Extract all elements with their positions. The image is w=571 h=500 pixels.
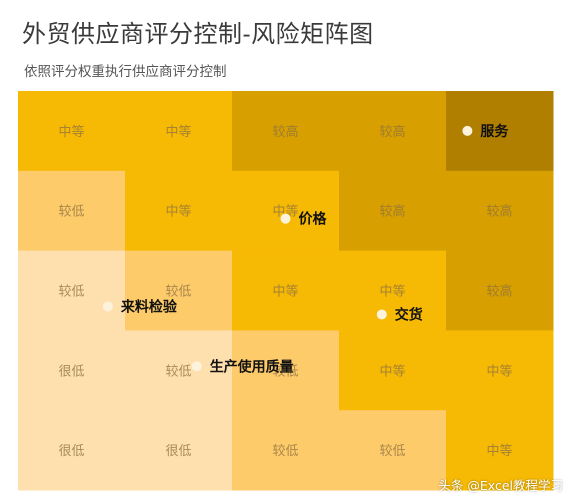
matrix-cell <box>18 410 126 491</box>
matrix-cell <box>125 250 233 331</box>
chart-title: 外贸供应商评分控制-风险矩阵图 <box>22 20 374 48</box>
matrix-cell-label: 较高 <box>379 204 405 220</box>
matrix-cell-label: 中等 <box>272 204 298 220</box>
matrix-cell-label: 较低 <box>58 285 84 300</box>
matrix-cell-label: 较高 <box>379 124 405 140</box>
data-point <box>280 213 291 224</box>
matrix-cell-label: 中等 <box>272 284 298 300</box>
data-point <box>191 361 202 372</box>
matrix-cell-label: 较高 <box>272 124 298 140</box>
matrix-cell-label: 很低 <box>165 444 191 459</box>
matrix-cell <box>232 250 340 331</box>
matrix-cell-label: 中等 <box>486 363 512 379</box>
data-point <box>462 125 473 136</box>
matrix-cell <box>446 170 554 252</box>
matrix-cell <box>232 410 340 491</box>
data-point-label: 价格 <box>299 211 328 228</box>
matrix-cell <box>125 91 233 172</box>
matrix-cell-label: 很低 <box>58 364 84 379</box>
matrix-cell <box>339 91 447 172</box>
matrix-cell <box>18 170 126 252</box>
matrix-cell-label: 较高 <box>486 284 512 300</box>
matrix-cell <box>339 330 447 411</box>
matrix-cell-label: 中等 <box>486 443 512 459</box>
watermark: 头条 @Excel教程学习 <box>438 478 563 493</box>
matrix-cells <box>18 91 554 491</box>
data-point-label: 交货 <box>395 306 423 323</box>
matrix-cell <box>446 410 554 491</box>
matrix-cell <box>18 250 126 331</box>
matrix-cell-label: 中等 <box>379 363 405 379</box>
matrix-cell <box>125 170 233 252</box>
matrix-cell <box>18 330 126 411</box>
matrix-cell-label: 中等 <box>165 124 191 140</box>
matrix-cell <box>339 170 447 252</box>
matrix-cell-label: 中等 <box>58 124 84 140</box>
matrix-cell <box>232 91 340 172</box>
data-point <box>102 301 113 312</box>
matrix-cell-label: 中等 <box>379 284 405 300</box>
matrix-cell-label: 较低 <box>272 364 298 379</box>
matrix-cell-label: 较低 <box>165 285 191 300</box>
matrix-cell-label: 较低 <box>379 444 405 459</box>
matrix-cell <box>125 410 233 491</box>
matrix-cell <box>18 91 126 172</box>
matrix-cell <box>446 250 554 331</box>
data-point <box>376 309 387 320</box>
matrix-cell-label: 较低 <box>272 444 298 459</box>
matrix-cell-label: 中等 <box>165 204 191 220</box>
matrix-cell <box>339 410 447 491</box>
data-point-label: 服务 <box>480 123 509 140</box>
data-point-label: 来料检验 <box>120 298 178 315</box>
chart-subtitle: 依照评分权重执行供应商评分控制 <box>24 64 227 80</box>
matrix-cell <box>339 250 447 331</box>
matrix-cell <box>125 330 233 411</box>
matrix-cell-label: 很低 <box>58 444 84 459</box>
matrix-cell <box>446 330 554 411</box>
data-point-label: 生产使用质量 <box>210 358 294 375</box>
matrix-cell <box>232 330 340 411</box>
matrix-cell <box>232 170 340 252</box>
matrix-cell-label: 较高 <box>486 204 512 220</box>
matrix-cell-label: 较低 <box>58 205 84 220</box>
matrix-cell-label: 较低 <box>165 364 191 379</box>
